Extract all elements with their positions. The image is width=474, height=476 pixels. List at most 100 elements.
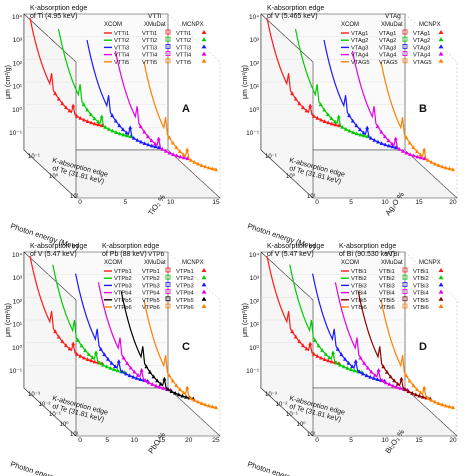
- legend-xmudat-label: VTAg2: [379, 38, 396, 44]
- x-tick-label: 10¹: [70, 432, 79, 438]
- legend-swatch-mcnpx: [201, 37, 207, 42]
- mcnpx-point: [180, 393, 185, 398]
- mcnpx-point: [176, 392, 181, 397]
- mcnpx-point: [315, 116, 320, 120]
- mcnpx-point: [380, 378, 385, 383]
- y-tick-label: 10²: [250, 60, 260, 67]
- edge-annotation-top: K-absorption edge: [267, 5, 324, 12]
- mcnpx-point: [85, 119, 90, 123]
- mcnpx-point: [110, 128, 115, 133]
- mcnpx-point: [373, 373, 377, 377]
- mcnpx-point: [210, 166, 215, 171]
- legend-xcom-label: VTTi3: [114, 45, 129, 51]
- edge-annotation-side: K-absorption edge: [339, 243, 396, 250]
- mcnpx-point: [352, 368, 357, 373]
- edge-annotation-top: K-absorption edge: [30, 243, 87, 250]
- mcnpx-point: [85, 107, 90, 112]
- z-tick-label: 20: [449, 437, 457, 444]
- mcnpx-point: [368, 374, 373, 379]
- mcnpx-point: [364, 373, 369, 378]
- mcnpx-point: [343, 127, 348, 131]
- legend-column-title: MCNPX: [419, 260, 441, 266]
- mcnpx-point: [404, 150, 409, 155]
- mcnpx-point: [82, 355, 86, 360]
- z-tick-label: 0: [78, 199, 82, 206]
- mcnpx-point: [88, 112, 93, 117]
- mcnpx-point: [326, 358, 331, 363]
- legend-swatch-xmudat: [402, 274, 408, 280]
- y-tick-label: 10²: [13, 298, 23, 305]
- mcnpx-point: [290, 91, 295, 96]
- y-tick-label: 10³: [13, 275, 23, 282]
- mcnpx-point: [101, 362, 106, 367]
- x-tick-label: 10⁻²: [39, 402, 51, 408]
- mcnpx-point: [139, 367, 144, 372]
- y-tick-label: 10¹: [13, 84, 23, 91]
- mcnpx-point: [214, 167, 218, 172]
- mcnpx-point: [132, 369, 137, 374]
- mcnpx-point: [336, 114, 341, 119]
- legend-xmudat-label: VTTi3: [142, 45, 157, 51]
- mcnpx-point: [78, 116, 83, 120]
- edge-annotation-top: of V (5.465 keV): [267, 13, 318, 20]
- legend-swatch-mcnpx: [438, 58, 444, 63]
- mcnpx-point: [143, 378, 148, 383]
- z-tick-label: 20: [449, 199, 457, 206]
- mcnpx-point: [56, 334, 61, 339]
- legend-mcnpx-label: VTAg4: [413, 53, 431, 59]
- mcnpx-point: [163, 149, 168, 153]
- mcnpx-point: [407, 140, 412, 145]
- mcnpx-point: [89, 358, 94, 363]
- mcnpx-point: [158, 381, 163, 386]
- edge-annotation-side: of Pb (88 keV): [102, 251, 147, 258]
- mcnpx-point: [117, 131, 122, 136]
- mcnpx-point: [408, 152, 413, 156]
- mcnpx-point: [340, 124, 345, 129]
- mcnpx-point: [170, 378, 175, 383]
- mcnpx-point: [411, 383, 416, 388]
- legend-swatch-xmudat: [165, 58, 171, 64]
- mcnpx-point: [83, 348, 88, 352]
- mcnpx-point: [293, 334, 298, 339]
- mcnpx-point: [386, 138, 391, 143]
- mcnpx-point: [440, 164, 445, 169]
- mcnpx-point: [192, 160, 197, 164]
- mcnpx-point: [385, 369, 389, 374]
- mcnpx-point: [392, 378, 397, 383]
- y-axis-label: μm (cm²/g): [5, 65, 12, 99]
- mcnpx-point: [71, 341, 76, 346]
- mcnpx-point: [117, 123, 122, 128]
- legend-mcnpx-label: VTPb6: [176, 305, 194, 311]
- mcnpx-point: [343, 356, 347, 361]
- mcnpx-point: [376, 139, 380, 144]
- legend-mcnpx-label: VTBi2: [413, 276, 429, 282]
- legend-xmudat-label: VTBi2: [379, 276, 395, 282]
- legend-xmudat-label: VTTi1: [142, 31, 157, 37]
- mcnpx-point: [120, 369, 125, 374]
- legend-mcnpx-label: VTBi6: [413, 305, 429, 311]
- mcnpx-point: [358, 127, 362, 132]
- legend-xmudat-label: VTAg1: [379, 31, 396, 37]
- mcnpx-point: [397, 146, 402, 151]
- mcnpx-point: [404, 373, 409, 378]
- y-tick-label: 10⁰: [249, 344, 259, 352]
- mcnpx-point: [386, 143, 391, 148]
- mcnpx-point: [358, 355, 363, 360]
- mcnpx-point: [71, 103, 76, 108]
- legend-swatch-mcnpx: [438, 30, 444, 34]
- mcnpx-point: [112, 367, 116, 372]
- y-tick-label: 10¹: [250, 322, 260, 329]
- legend-xmudat-label: VTAG5: [379, 60, 398, 66]
- mcnpx-point: [138, 124, 143, 129]
- mcnpx-point: [121, 132, 126, 137]
- legend-swatch-mcnpx: [438, 44, 444, 49]
- mcnpx-point: [170, 140, 175, 145]
- mcnpx-point: [128, 365, 133, 370]
- y-axis-label: μm (cm²/g): [242, 65, 249, 99]
- z-tick-label: 0: [315, 199, 319, 206]
- x-axis-label: Photon energy (MeV): [246, 459, 317, 476]
- mcnpx-point: [368, 135, 373, 140]
- mcnpx-point: [210, 404, 215, 409]
- mcnpx-point: [395, 381, 400, 386]
